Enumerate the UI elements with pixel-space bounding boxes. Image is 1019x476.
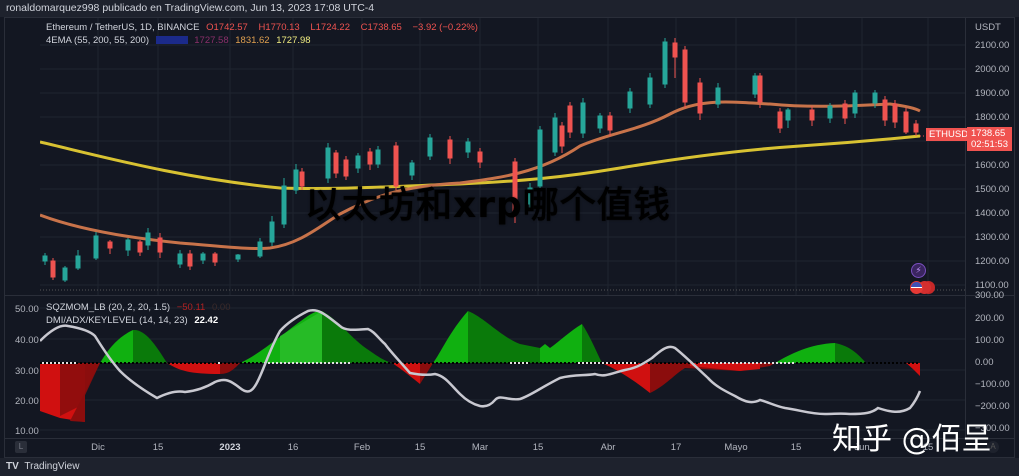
adx-value: 22.42 [194, 315, 219, 326]
momentum-positive-4 [775, 343, 835, 363]
ema200-line [40, 134, 921, 191]
momentum-negative-3 [392, 363, 420, 384]
lightning-icon[interactable]: ⚡ [911, 263, 926, 278]
adx-left-axis[interactable]: 50.00 40.00 30.00 20.00 10.00 [5, 296, 41, 438]
momentum-positive-3 [433, 311, 468, 363]
main-price-pane[interactable]: Ethereum / TetherUS, 1D, BINANCE O1742.5… [40, 18, 965, 295]
publisher-line: ronaldomarquez998 publicado en TradingVi… [6, 2, 375, 14]
ema-indicator-label[interactable]: 4EMA (55, 200, 55, 200) [46, 35, 149, 46]
low-value: 1724.22 [315, 22, 350, 33]
open-value: 1742.57 [213, 22, 248, 33]
close-value: 1738.65 [367, 22, 402, 33]
timezone-button[interactable]: L [15, 441, 27, 453]
last-price: 1738.65 [971, 128, 1006, 139]
footer-brand[interactable]: TradingView [24, 461, 80, 472]
momentum-right-axis[interactable]: 300.00 200.00 100.00 0.00 −100.00 −200.0… [965, 290, 1012, 438]
time-axis[interactable]: Dic 15 2023 16 Feb 15 Mar 15 Abr 17 Mayo… [91, 442, 934, 453]
tradingview-logo-icon: TV [6, 461, 19, 472]
ema-value-3: 1831.62 [235, 35, 270, 46]
ema-value-2: 1727.58 [194, 35, 229, 46]
dmi-label[interactable]: DMI/ADX/KEYLEVEL (14, 14, 23) [46, 315, 188, 326]
us-flag-events-icon[interactable] [910, 281, 938, 294]
price-axis[interactable]: USDT 2100.00 2000.00 1900.00 1800.00 160… [965, 18, 1012, 295]
countdown: 02:51:53 [971, 139, 1008, 150]
candles [42, 38, 919, 282]
overlay-title: 以太坊和xrp哪个值钱 [305, 185, 671, 226]
indicator-pane[interactable]: SQZMOM_LB (20, 2, 20, 1.5) −50.11 0.00 D… [40, 296, 965, 438]
sqzmom-value: −50.11 [176, 302, 206, 313]
settings-button[interactable]: A [987, 441, 999, 453]
indicator-plot [40, 307, 965, 431]
ema-value-4: 1727.98 [276, 35, 311, 46]
momentum-negative-4 [602, 363, 650, 393]
ema-value-1 [155, 36, 188, 45]
currency-label: USDT [975, 22, 1001, 33]
watermark: 知乎 @佰呈 [832, 422, 992, 457]
symbol-tag: ETHUSDT [926, 128, 977, 141]
publisher-bar: ronaldomarquez998 publicado en TradingVi… [0, 0, 1019, 17]
footer: TV TradingView [0, 458, 1019, 476]
last-price-tag: 1738.65 02:51:53 [967, 127, 1012, 151]
price-grid [40, 18, 965, 295]
pane-separator[interactable] [5, 295, 1014, 296]
time-axis-separator [5, 438, 1014, 439]
change-value: −3.92 (−0.22%) [412, 22, 478, 33]
indicator-legend: SQZMOM_LB (20, 2, 20, 1.5) −50.11 0.00 D… [46, 302, 234, 326]
sqzmom-label[interactable]: SQZMOM_LB (20, 2, 20, 1.5) [46, 302, 171, 313]
momentum-positive-1 [100, 330, 133, 363]
adx-line [40, 309, 922, 416]
high-value: 1770.13 [265, 22, 300, 33]
symbol-label[interactable]: Ethereum / TetherUS, 1D, BINANCE [46, 22, 200, 33]
ema55-line [40, 100, 921, 251]
main-legend: Ethereum / TetherUS, 1D, BINANCE O1742.5… [46, 22, 478, 46]
momentum-negative-5 [906, 363, 920, 376]
momentum-negative-2 [167, 363, 220, 374]
sqzmom-value-2: 0.00 [211, 302, 231, 313]
